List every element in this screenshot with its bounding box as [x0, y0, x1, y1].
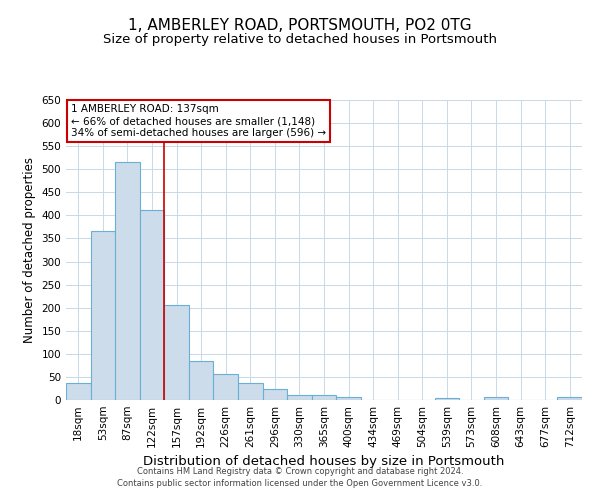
Bar [238, 384, 263, 400]
Bar [263, 390, 287, 400]
Bar [287, 396, 312, 400]
Text: 1 AMBERLEY ROAD: 137sqm
← 66% of detached houses are smaller (1,148)
34% of semi: 1 AMBERLEY ROAD: 137sqm ← 66% of detache… [71, 104, 326, 138]
Bar [434, 398, 459, 400]
Bar [557, 397, 582, 400]
Bar [91, 230, 115, 400]
Text: Size of property relative to detached houses in Portsmouth: Size of property relative to detached ho… [103, 32, 497, 46]
Y-axis label: Number of detached properties: Number of detached properties [23, 157, 36, 343]
Bar [115, 162, 140, 400]
Bar [140, 210, 164, 400]
Bar [312, 396, 336, 400]
Bar [189, 361, 214, 400]
Bar [66, 383, 91, 400]
Bar [164, 305, 189, 400]
Text: Contains HM Land Registry data © Crown copyright and database right 2024.: Contains HM Land Registry data © Crown c… [137, 467, 463, 476]
Bar [336, 397, 361, 400]
Text: Contains public sector information licensed under the Open Government Licence v3: Contains public sector information licen… [118, 478, 482, 488]
Bar [484, 397, 508, 400]
Bar [214, 374, 238, 400]
X-axis label: Distribution of detached houses by size in Portsmouth: Distribution of detached houses by size … [143, 456, 505, 468]
Text: 1, AMBERLEY ROAD, PORTSMOUTH, PO2 0TG: 1, AMBERLEY ROAD, PORTSMOUTH, PO2 0TG [128, 18, 472, 32]
